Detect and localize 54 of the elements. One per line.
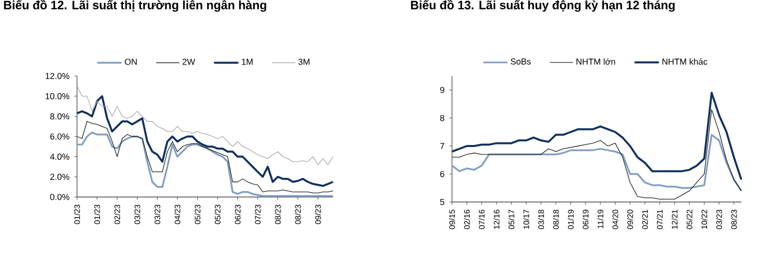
chart-title: Biểu đồ 13. Lãi suất huy động kỳ hạn 12 tháng [411,0,675,12]
y-tick-label: 9 [440,86,444,94]
y-tick-label: 10.0% [46,93,70,100]
x-tick-label: 04/23 [174,204,180,224]
x-tick-label: 01/19 [568,210,574,230]
x-tick-label: 03/23 [716,210,722,230]
x-tick-label: 08/23 [730,210,737,230]
x-tick-label: 02/21 [642,210,648,230]
x-tick-label: 08/23 [294,204,301,224]
chart-title: Biểu đồ 12. Lãi suất thị trường liên ngân hàng [4,0,266,12]
legend-label: 3M [298,58,310,65]
x-tick-label: 07/21 [656,210,663,230]
x-tick-label: 01/23 [74,204,80,224]
legend-label: 1M [242,58,253,65]
y-tick-label: 4.0% [50,154,70,160]
y-tick-label: 12.0% [46,72,70,80]
x-tick-label: 10/17 [523,210,530,229]
x-tick-label: 03/23 [154,204,160,224]
legend-label: 2W [182,58,196,65]
x-tick-label: 08/23 [274,204,281,224]
x-tick-label: 05/23 [214,204,220,224]
x-tick-label: 06/23 [234,204,241,224]
y-tick-label: 5 [440,198,444,206]
y-tick-label: 6.0% [50,133,70,140]
x-tick-label: 07/16 [478,210,485,230]
legend-label: SoBs [510,58,531,65]
x-tick-label: 05/23 [194,204,200,224]
y-tick-label: 8.0% [50,113,70,120]
x-tick-label: 09/23 [314,204,321,224]
x-tick-label: 09/15 [449,210,455,230]
y-tick-label: 7 [440,143,444,149]
x-tick-label: 10/22 [701,210,708,229]
legend-label: NHTM khác [662,58,708,65]
y-tick-label: 2.0% [50,174,70,180]
x-tick-label: 03/23 [134,204,140,224]
x-tick-label: 04/20 [612,210,618,230]
x-tick-label: 05/22 [686,210,692,230]
legend-label: ON [124,58,137,65]
x-tick-label: 08/18 [552,210,559,230]
x-tick-label: 05/17 [508,210,514,230]
x-tick-label: 09/20 [627,210,633,230]
y-tick-label: 0.0% [50,194,70,200]
x-tick-label: 06/19 [582,210,588,230]
x-tick-label: 03/18 [538,210,544,230]
x-tick-label: 12/16 [494,210,500,229]
legend-label: NHTM lớn [576,58,616,65]
x-tick-label: 02/16 [464,210,470,230]
y-tick-label: 6 [440,170,444,178]
x-tick-label: 07/23 [254,204,261,224]
x-tick-label: 11/19 [597,210,604,228]
y-tick-label: 8 [440,114,444,122]
x-tick-label: 01/23 [94,204,100,224]
x-tick-label: 02/23 [114,204,120,224]
x-tick-label: 12/21 [672,210,678,229]
